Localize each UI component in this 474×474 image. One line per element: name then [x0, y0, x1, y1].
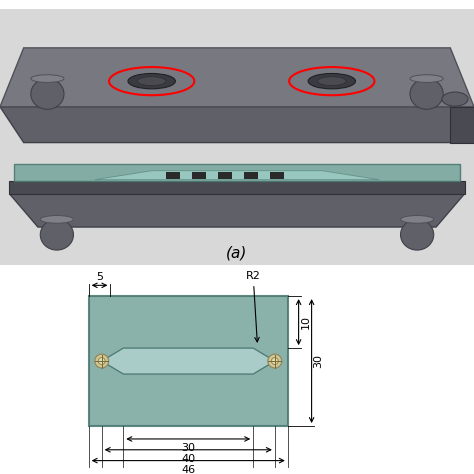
Polygon shape — [14, 164, 460, 181]
Text: 10: 10 — [301, 315, 310, 329]
Polygon shape — [95, 171, 379, 180]
Text: 46: 46 — [181, 465, 195, 474]
Polygon shape — [9, 194, 465, 227]
Circle shape — [268, 354, 282, 368]
Bar — [218, 172, 232, 179]
Polygon shape — [0, 48, 474, 107]
Bar — [270, 172, 284, 179]
Text: R2: R2 — [246, 271, 261, 342]
Polygon shape — [0, 107, 474, 143]
Bar — [89, 296, 288, 426]
Bar — [166, 172, 180, 179]
Ellipse shape — [308, 73, 356, 89]
Text: 5: 5 — [96, 272, 103, 282]
Ellipse shape — [31, 75, 64, 82]
Ellipse shape — [442, 92, 468, 106]
Bar — [244, 172, 258, 179]
Text: 40: 40 — [181, 454, 195, 464]
Ellipse shape — [401, 216, 434, 223]
Ellipse shape — [410, 75, 443, 82]
Polygon shape — [450, 107, 474, 143]
Text: 30: 30 — [313, 354, 323, 368]
Ellipse shape — [128, 73, 175, 89]
Ellipse shape — [410, 79, 443, 109]
Bar — [192, 172, 206, 179]
Ellipse shape — [137, 77, 166, 86]
Ellipse shape — [40, 219, 73, 250]
Ellipse shape — [401, 219, 434, 250]
Ellipse shape — [31, 79, 64, 109]
Text: 30: 30 — [181, 443, 195, 453]
Ellipse shape — [40, 216, 73, 223]
Circle shape — [95, 354, 109, 368]
Circle shape — [271, 357, 278, 365]
Polygon shape — [102, 348, 275, 374]
Polygon shape — [9, 181, 465, 194]
Ellipse shape — [318, 77, 346, 86]
Text: (a): (a) — [226, 246, 248, 260]
Circle shape — [98, 357, 105, 365]
